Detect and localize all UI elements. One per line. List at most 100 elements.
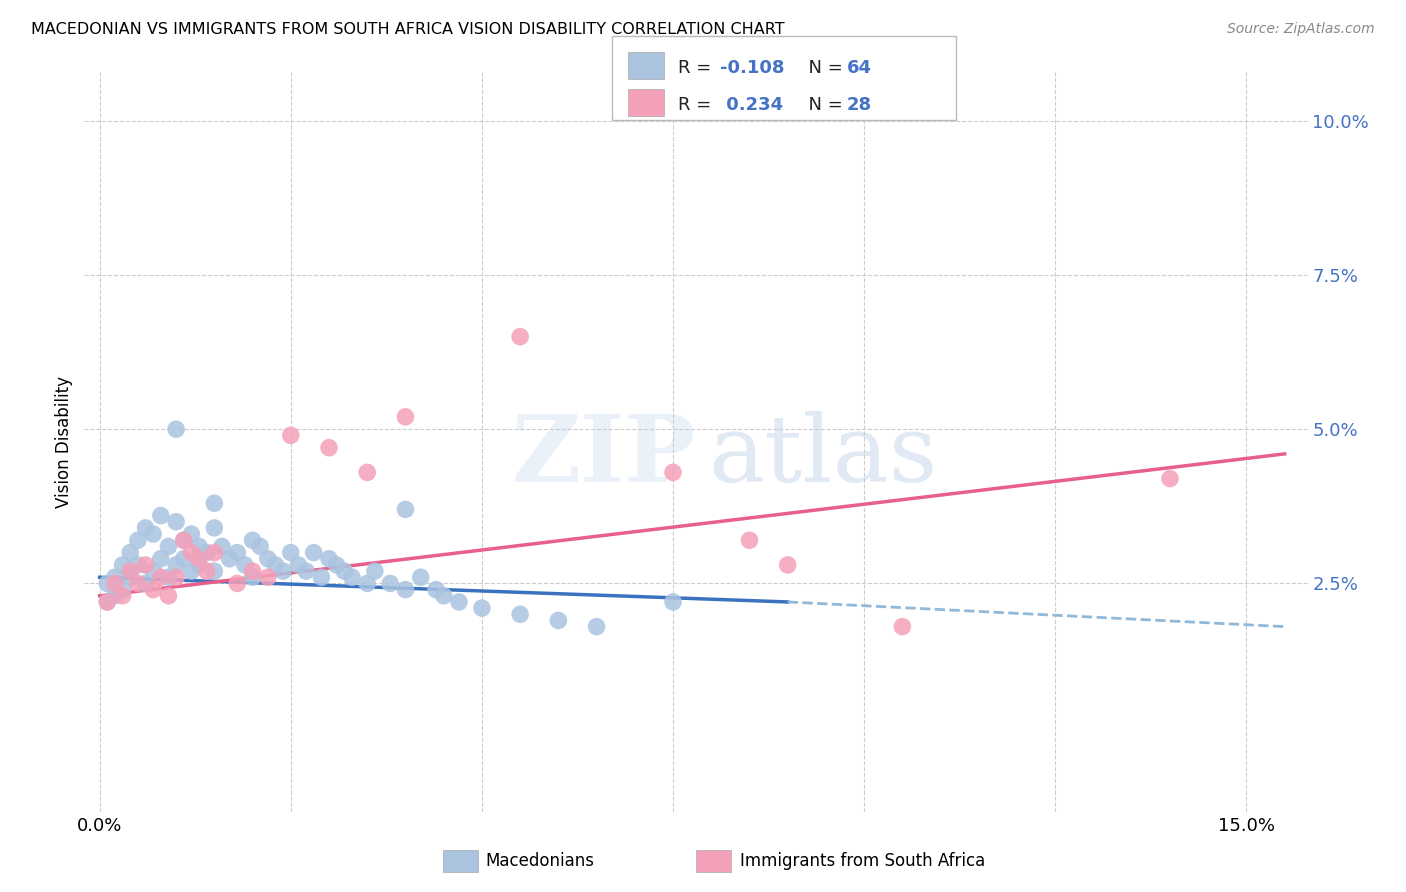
Point (165, 422, 187, 436)
Point (104, 570, 127, 584)
Point (111, 589, 134, 603)
Text: 64: 64 (846, 59, 872, 77)
Text: R =: R = (678, 96, 717, 114)
Point (180, 546, 202, 560)
Point (311, 570, 333, 584)
Point (662, 595, 685, 609)
Point (447, 595, 470, 609)
Point (738, 533, 761, 548)
Point (249, 540, 271, 554)
Point (287, 558, 309, 572)
Point (157, 540, 180, 554)
Point (257, 570, 280, 584)
Point (333, 564, 356, 578)
Point (776, 558, 799, 572)
Point (202, 546, 225, 560)
Point (142, 582, 165, 597)
Point (364, 564, 387, 578)
Point (233, 558, 256, 572)
Point (135, 576, 157, 591)
Text: ZIP: ZIP (512, 411, 696, 501)
Point (157, 570, 180, 584)
Point (226, 546, 249, 560)
Point (242, 570, 264, 584)
Point (585, 619, 607, 633)
Point (280, 428, 302, 442)
Point (149, 551, 172, 566)
Point (195, 564, 218, 578)
Point (195, 546, 218, 560)
Text: 0.234: 0.234 (720, 96, 783, 114)
Point (271, 564, 294, 578)
Text: Immigrants from South Africa: Immigrants from South Africa (740, 852, 984, 870)
Point (226, 576, 249, 591)
Point (662, 466, 685, 480)
Y-axis label: Vision Disability: Vision Disability (55, 376, 73, 508)
Point (257, 551, 280, 566)
Point (302, 546, 325, 560)
Point (165, 570, 187, 584)
Point (149, 508, 172, 523)
Text: 28: 28 (846, 96, 872, 114)
Point (120, 564, 142, 578)
Text: R =: R = (678, 59, 717, 77)
Point (340, 570, 363, 584)
Point (280, 546, 302, 560)
Point (264, 558, 287, 572)
Point (188, 558, 211, 572)
Point (394, 502, 416, 516)
Text: N =: N = (797, 96, 849, 114)
Point (188, 540, 211, 554)
Point (127, 576, 149, 591)
Point (380, 576, 402, 591)
Point (96, 576, 118, 591)
Point (318, 551, 340, 566)
Point (104, 576, 127, 591)
Point (111, 558, 134, 572)
Point (394, 582, 416, 597)
Point (173, 533, 195, 548)
Text: -0.108: -0.108 (720, 59, 785, 77)
Point (173, 551, 195, 566)
Point (433, 589, 456, 603)
Point (242, 564, 264, 578)
Point (173, 533, 195, 548)
Point (547, 614, 569, 628)
Point (202, 496, 225, 510)
Point (111, 582, 134, 597)
Text: atlas: atlas (709, 411, 938, 501)
Point (104, 589, 127, 603)
Point (202, 564, 225, 578)
Text: N =: N = (797, 59, 849, 77)
Point (295, 564, 318, 578)
Text: MACEDONIAN VS IMMIGRANTS FROM SOUTH AFRICA VISION DISABILITY CORRELATION CHART: MACEDONIAN VS IMMIGRANTS FROM SOUTH AFRI… (31, 22, 785, 37)
Point (325, 558, 347, 572)
Point (157, 589, 180, 603)
Point (142, 564, 165, 578)
Point (211, 540, 233, 554)
Point (96, 595, 118, 609)
Point (1159, 471, 1181, 485)
Point (394, 409, 416, 424)
Point (509, 329, 531, 343)
Point (180, 527, 202, 541)
Point (127, 558, 149, 572)
Point (356, 466, 378, 480)
Point (135, 558, 157, 572)
Point (242, 533, 264, 548)
Point (509, 607, 531, 622)
Text: Source: ZipAtlas.com: Source: ZipAtlas.com (1227, 22, 1375, 37)
Point (318, 441, 340, 455)
Point (165, 515, 187, 529)
Point (891, 619, 914, 633)
Point (142, 527, 165, 541)
Point (356, 576, 378, 591)
Point (188, 551, 211, 566)
Point (135, 521, 157, 535)
Point (425, 582, 447, 597)
Point (202, 521, 225, 535)
Point (120, 546, 142, 560)
Point (409, 570, 432, 584)
Point (120, 570, 142, 584)
Point (149, 570, 172, 584)
